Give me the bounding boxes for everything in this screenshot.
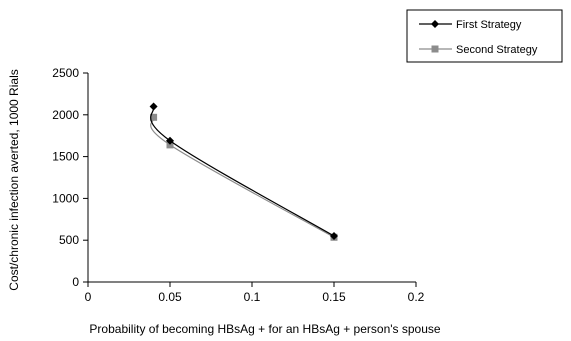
x-tick-label: 0.05	[158, 290, 182, 304]
y-tick-label: 1500	[52, 150, 79, 164]
data-point	[166, 141, 174, 149]
y-tick-label: 2500	[52, 66, 79, 80]
x-axis-label: Probability of becoming HBsAg + for an H…	[89, 322, 440, 336]
y-axis-label: Cost/chronic infection averted, 1000 Ria…	[7, 69, 21, 290]
data-point	[166, 136, 174, 145]
x-tick-label: 0.1	[244, 290, 261, 304]
legend: First Strategy Second Strategy	[406, 9, 563, 63]
x-ticks: 0 0.05 0.1 0.15 0.2	[85, 282, 425, 304]
y-tick-label: 500	[59, 233, 79, 247]
x-tick-label: 0.2	[408, 290, 425, 304]
data-point	[149, 102, 158, 111]
legend-marker	[431, 20, 439, 28]
x-tick-label: 0.15	[322, 290, 346, 304]
y-tick-label: 1000	[52, 191, 79, 205]
legend-label: First Strategy	[456, 19, 522, 31]
y-tick-label: 0	[72, 275, 79, 289]
x-tick-label: 0	[85, 290, 92, 304]
y-ticks: 0 500 1000 1500 2000 2500	[52, 66, 88, 289]
legend-items: First Strategy Second Strategy	[419, 19, 538, 56]
y-tick-label: 2000	[52, 108, 79, 122]
legend-box	[406, 9, 563, 63]
legend-marker	[431, 45, 439, 53]
data-point	[150, 113, 158, 121]
series-line	[150, 106, 335, 237]
series-line	[150, 117, 335, 238]
plot-area: 0 500 1000 1500 2000 2500 0 0.05 0.1 0.15 0.2	[52, 66, 424, 304]
series-layer	[149, 102, 338, 241]
data-point	[330, 232, 338, 241]
legend-label: Second Strategy	[456, 44, 538, 56]
